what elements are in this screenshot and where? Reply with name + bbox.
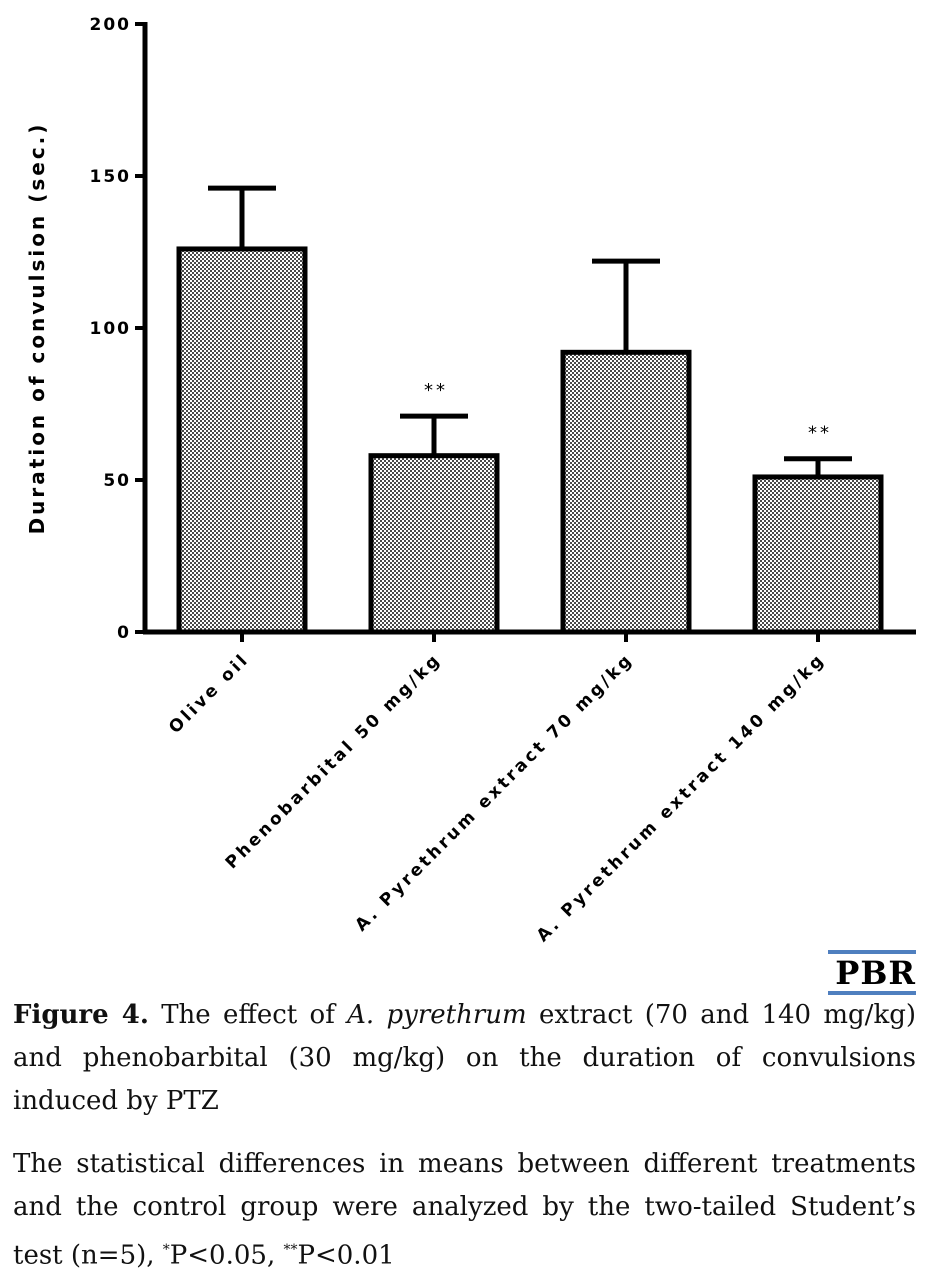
- x-tick-label: A. Pyrethrum extract 140 mg/kg: [533, 649, 830, 946]
- bar-1: [176, 246, 308, 635]
- caption-part1: The effect of: [148, 1000, 348, 1030]
- sig1-mark: *: [162, 1242, 170, 1258]
- y-tick-label: 150: [90, 167, 132, 187]
- note-main: The statistical differences in means bet…: [13, 1149, 916, 1271]
- sig2-text: P<0.01: [297, 1240, 395, 1271]
- bars-layer: [176, 185, 884, 635]
- logo-text: PBR: [835, 954, 916, 992]
- x-tick-label: Olive oil: [165, 649, 253, 737]
- y-tick-label: 200: [90, 15, 132, 35]
- y-tick-label: 100: [90, 319, 132, 339]
- caption-part2: extract (70 and 140 mg/kg) and phenobarb…: [13, 1000, 916, 1116]
- bar-3: [560, 349, 692, 635]
- x-tick-label: Phenobarbital 50 mg/kg: [222, 649, 446, 873]
- y-tick-label: 0: [117, 623, 131, 643]
- bar-2: [368, 453, 500, 635]
- figure-label: Figure 4.: [13, 1000, 149, 1030]
- caption-species: A. pyrethrum: [347, 1000, 527, 1030]
- logo-top-line: [828, 950, 916, 954]
- significance-mark: **: [424, 380, 448, 401]
- axes-layer: [135, 22, 916, 642]
- y-axis-label: Duration of convulsion (sec.): [25, 122, 49, 535]
- journal-logo: PBR: [828, 950, 916, 995]
- sig2-mark: **: [283, 1242, 298, 1258]
- significance-mark: **: [808, 423, 832, 444]
- statistics-note: The statistical differences in means bet…: [13, 1143, 916, 1278]
- figure-caption: Figure 4. The effect of A. pyrethrum ext…: [13, 994, 916, 1123]
- sig1-text: P<0.05,: [169, 1240, 284, 1271]
- y-tick-label: 50: [103, 471, 131, 491]
- logo-bottom-line: [828, 991, 916, 995]
- bar-4: [752, 474, 884, 635]
